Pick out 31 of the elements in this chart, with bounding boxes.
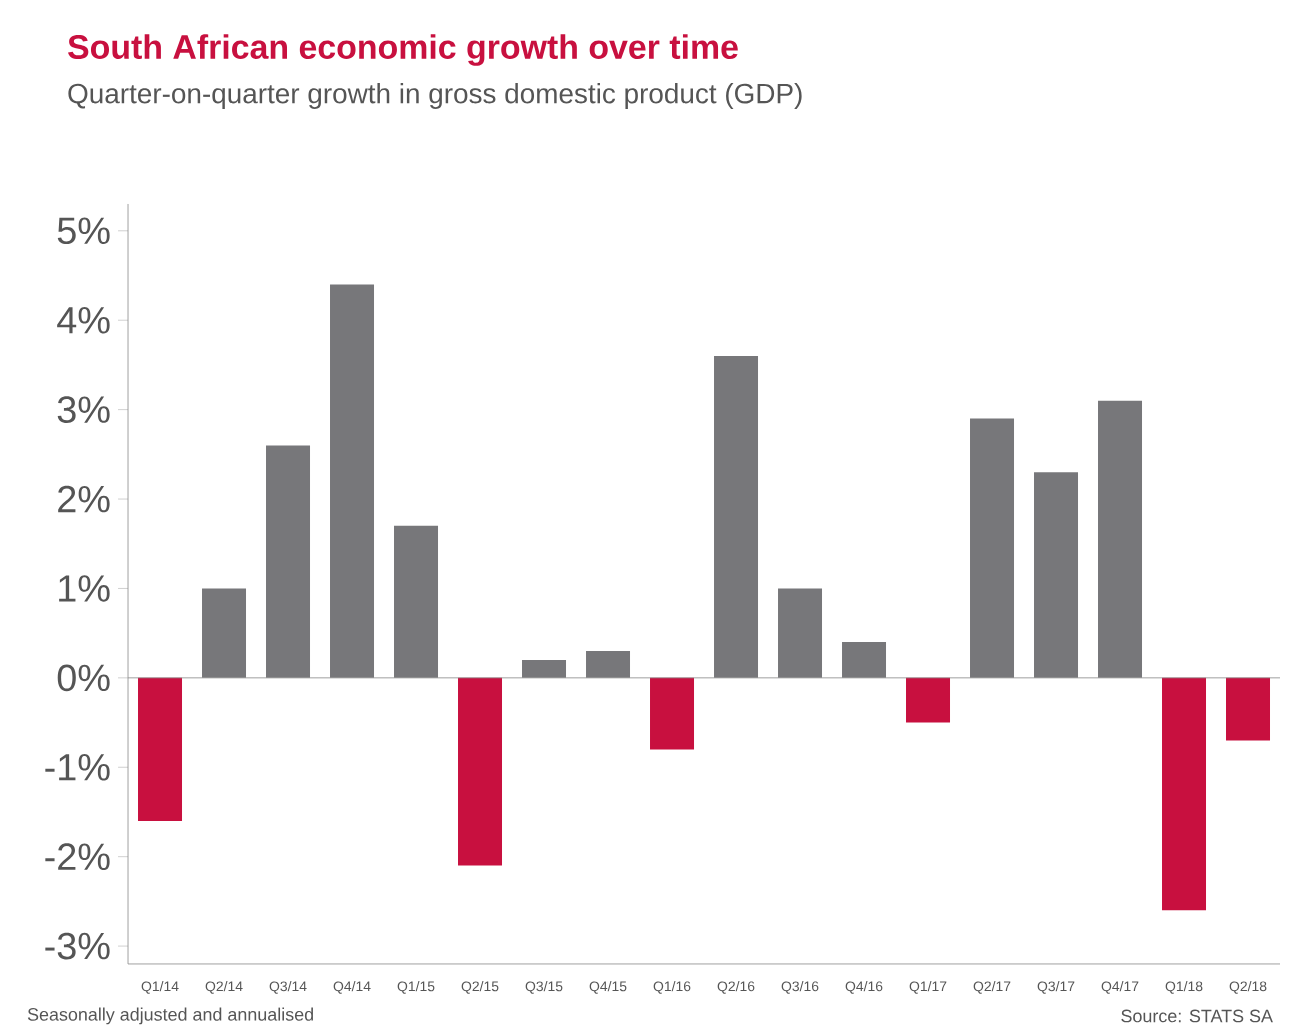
bar (906, 677, 951, 723)
bar (266, 445, 311, 678)
bar (970, 418, 1015, 678)
chart-title: South African economic growth over time (68, 34, 738, 66)
chart-subtitle: Quarter-on-quarter growth in gross domestic product (GDP) (68, 82, 802, 109)
y-tick-label: -2% (45, 843, 110, 870)
bar (458, 677, 503, 866)
text: Seasonally adjusted and annualised (27, 1007, 313, 1025)
bar (650, 677, 695, 750)
bar (330, 284, 375, 678)
bar (714, 355, 759, 678)
bar (778, 588, 823, 678)
y-tick-label: 2% (58, 485, 110, 513)
bar (1226, 677, 1271, 741)
y-tick-label: -1% (45, 754, 110, 781)
y-tick-label: 3% (57, 396, 110, 424)
y-tick-label: 5% (57, 217, 110, 245)
bar (1098, 400, 1143, 678)
y-tick-label: 1% (59, 575, 110, 602)
y-tick-label: 4% (57, 306, 110, 334)
bar (1162, 677, 1207, 911)
y-tick-label: -3% (45, 932, 110, 960)
bar (138, 677, 183, 821)
bar (586, 651, 631, 678)
bar (202, 588, 247, 678)
bar (522, 659, 567, 678)
bar (1034, 472, 1079, 678)
y-tick-label: 0% (57, 664, 110, 692)
bar (842, 642, 887, 678)
source-note: Source: STATS SA (1121, 1009, 1273, 1023)
bar (394, 525, 439, 678)
